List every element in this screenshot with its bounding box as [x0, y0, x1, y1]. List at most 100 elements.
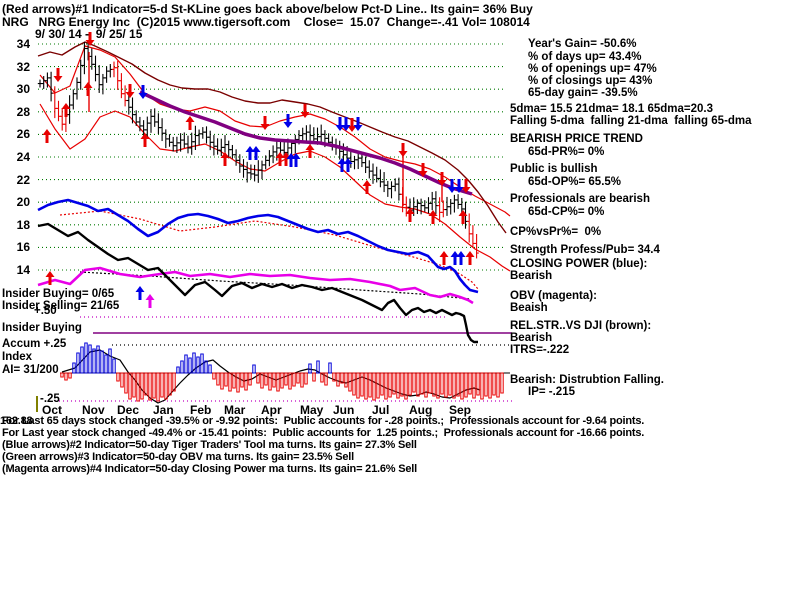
up-arrow-signal [305, 144, 315, 150]
stats-line: CP%vsPr%= 0% [510, 226, 602, 238]
ai-histogram-bar [84, 342, 88, 374]
stats-line: BEARISH PRICE TREND [510, 133, 643, 145]
ai-histogram-bar [484, 372, 488, 397]
month-label: Jun [333, 403, 355, 417]
ai-histogram-bar [76, 352, 80, 374]
ai-histogram-bar [124, 372, 128, 394]
ai-histogram-bar [328, 362, 332, 374]
closing-power-line [37, 198, 479, 294]
ai-histogram-bar [172, 372, 176, 392]
footer-line: (Magenta arrows)#4 Indicator=50-day Clos… [2, 463, 417, 475]
up-arrow-signal [220, 152, 230, 158]
footer-line: For Last year stock changed -49.4% or -1… [2, 427, 645, 439]
obv-line [37, 266, 474, 305]
ai-histogram-bar [88, 344, 92, 374]
stats-line: ITRS=-.222 [510, 344, 570, 356]
up-arrow-signal [405, 208, 415, 214]
ai-histogram-bar [148, 372, 152, 401]
ai-histogram-bar [436, 372, 440, 399]
month-label: Dec [117, 403, 140, 417]
y-axis-label: 34 [16, 37, 30, 51]
stats-line: Year's Gain= -50.6% [528, 38, 637, 50]
ai-histogram-bar [496, 372, 500, 398]
ai-histogram-bar [264, 372, 268, 386]
month-label: Jul [372, 403, 390, 417]
insider-label: Index [2, 351, 33, 363]
ai-histogram-bar [480, 372, 484, 400]
up-arrow-signal [281, 152, 291, 158]
down-arrow-signal [283, 122, 293, 128]
ai-histogram-bar [112, 358, 116, 374]
ai-histogram-bar [232, 372, 236, 389]
ai-histogram-bar [268, 372, 272, 391]
stats-line: Bearish [510, 332, 553, 344]
stats-line: % of closings up= 43% [528, 75, 653, 87]
ai-histogram-bar [452, 372, 456, 399]
ai-histogram-bar [324, 372, 328, 386]
ai-histogram-bar [72, 362, 76, 374]
down-arrow-signal [347, 126, 357, 132]
ai-histogram-bar [368, 372, 372, 398]
up-arrow-signal [291, 153, 301, 159]
stats-line: Public is bullish [510, 163, 598, 175]
upper-band-line [39, 45, 511, 217]
ai-histogram-bar [228, 372, 232, 392]
up-arrow-signal [456, 251, 466, 257]
footer-line: (Blue arrows)#2 Indicator=50-day Tiger T… [2, 439, 417, 451]
ai-histogram-bar [252, 364, 256, 374]
month-label: Aug [409, 403, 433, 417]
stats-line: % of days up= 43.4% [528, 51, 642, 63]
ai-histogram-bar [432, 372, 436, 397]
stats-line: Bearish: Distrubtion Falling. [510, 374, 664, 386]
down-arrow-signal [85, 40, 95, 46]
ai-histogram-bar [332, 372, 336, 382]
lower-band-line [39, 103, 511, 272]
ai-histogram-bar [340, 372, 344, 384]
ai-histogram-bar [300, 372, 304, 388]
down-arrow-signal [447, 187, 457, 193]
up-arrow-signal [145, 294, 155, 300]
ai-histogram-bar [308, 363, 312, 374]
month-label: Feb [190, 403, 212, 417]
down-arrow-signal [125, 92, 135, 98]
ai-histogram-bar [416, 372, 420, 397]
ai-line-line [61, 349, 481, 404]
ai-histogram-bar [128, 372, 132, 400]
ai-histogram-bar [120, 372, 124, 388]
ai-histogram-bar [292, 372, 296, 387]
ai-histogram-bar [100, 350, 104, 374]
ai-histogram-bar [356, 372, 360, 399]
ai-histogram-bar [376, 372, 380, 399]
ai-histogram-bar [104, 354, 108, 374]
ai-histogram-bar [288, 372, 292, 390]
ai-histogram-bar [96, 345, 100, 374]
insider-label: -.25 [40, 393, 60, 405]
ai-histogram-bar [136, 372, 140, 402]
down-arrow-signal [335, 125, 345, 131]
stats-line: 65d-OP%= 65.5% [528, 176, 622, 188]
up-arrow-signal [465, 251, 475, 257]
down-arrow-signal [138, 93, 148, 99]
ai-histogram-bar [360, 372, 364, 397]
ai-histogram-bar [448, 372, 452, 396]
ai-histogram-bar [256, 372, 260, 384]
ai-histogram-bar [64, 372, 68, 381]
ai-histogram-bar [408, 372, 412, 396]
ai-histogram-bar [396, 372, 400, 399]
up-arrow-signal [61, 103, 71, 109]
down-arrow-signal [461, 187, 471, 193]
y-axis-label: 18 [16, 217, 30, 232]
y-axis-label: 32 [16, 59, 30, 74]
ai-histogram-bar [336, 372, 340, 387]
ai-histogram-bar [260, 372, 264, 389]
ai-histogram-bar [392, 372, 396, 395]
ai-histogram-bar [168, 372, 172, 396]
ai-histogram-bar [364, 372, 368, 400]
ai-histogram-bar [224, 372, 228, 387]
ai-histogram-bar [428, 372, 432, 394]
up-arrow-signal [450, 251, 460, 257]
stats-line: OBV (magenta): [510, 290, 597, 302]
header-quote-line: NRG NRG Energy Inc (C)2015 www.tigersoft… [2, 15, 530, 29]
